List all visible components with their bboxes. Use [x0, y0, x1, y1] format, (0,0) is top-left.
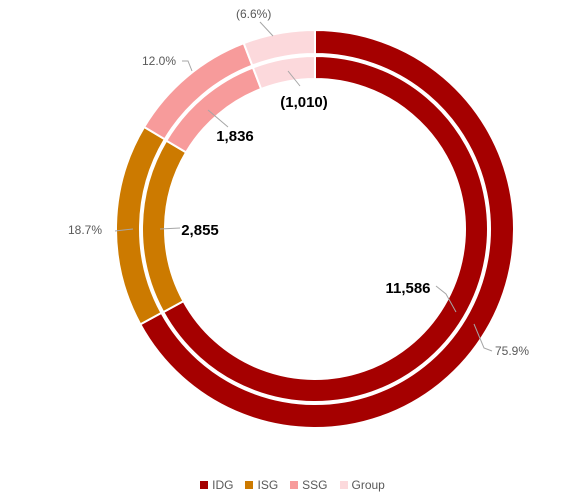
label-leader-lines — [114, 21, 493, 352]
outer-ring-leader-group — [259, 21, 274, 37]
inner-ring-label-ssg: 1,836 — [216, 128, 254, 145]
inner-ring-leader-ssg — [207, 109, 229, 128]
inner-ring-slice-idg — [161, 54, 489, 403]
outer-ring-label-ssg: 12.0% — [142, 54, 176, 68]
legend-label-isg: ISG — [257, 478, 279, 492]
legend-item-group: Group — [339, 478, 385, 492]
inner-ring-slice-group — [251, 54, 316, 91]
legend-label-ssg: SSG — [302, 478, 328, 492]
chart-rings — [115, 28, 515, 429]
legend-swatch-idg — [200, 481, 209, 489]
outer-ring-label-idg: 75.9% — [495, 344, 529, 358]
inner-ring-leader-idg — [435, 285, 457, 313]
outer-ring-slice-group — [242, 28, 316, 67]
inner-ring-label-isg: 2,855 — [181, 222, 219, 239]
legend-item-idg: IDG — [200, 478, 233, 492]
legend-swatch-isg — [245, 481, 254, 489]
outer-ring-leader-isg — [114, 228, 134, 232]
outer-ring-slice-idg — [138, 28, 515, 429]
legend-item-isg: ISG — [245, 478, 278, 492]
legend-label-group: Group — [351, 478, 385, 492]
inner-ring-label-idg: 11,586 — [385, 280, 430, 297]
legend-item-ssg: SSG — [290, 478, 328, 492]
outer-ring-label-isg: 18.7% — [68, 223, 102, 237]
chart-labels: 11,586 2,855 1,836 (1,010) 75.9% 18.7% 12.0% (6… — [68, 7, 529, 358]
outer-ring-leader-ssg — [182, 60, 193, 72]
outer-ring-leader-idg — [473, 323, 493, 352]
inner-ring-leader-group — [287, 70, 301, 87]
chart-legend: IDG ISG SSG Group — [0, 478, 585, 492]
outer-ring-label-group: (6.6%) — [236, 7, 271, 21]
inner-ring-label-group: (1,010) — [280, 94, 328, 111]
legend-swatch-group — [339, 481, 348, 489]
legend-label-idg: IDG — [212, 478, 234, 492]
legend-swatch-ssg — [290, 481, 299, 489]
inner-ring-leader-isg — [159, 227, 181, 230]
